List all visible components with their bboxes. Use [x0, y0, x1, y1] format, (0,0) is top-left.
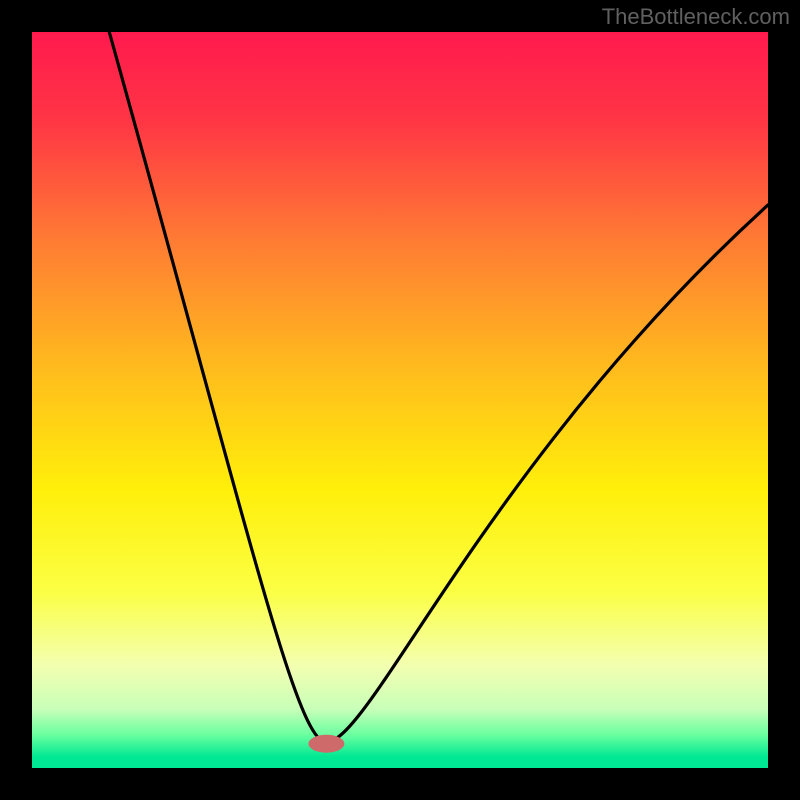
watermark-text: TheBottleneck.com: [602, 4, 790, 30]
optimal-point-marker: [308, 735, 344, 753]
bottleneck-chart: [0, 0, 800, 800]
chart-container: TheBottleneck.com: [0, 0, 800, 800]
